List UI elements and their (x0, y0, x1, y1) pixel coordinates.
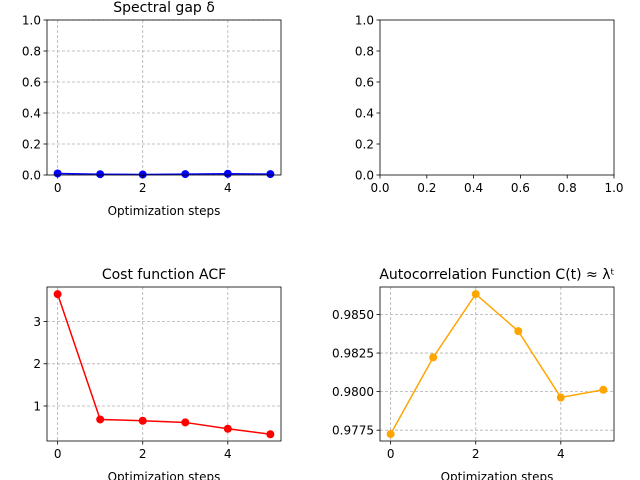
axes-frame (46, 19, 282, 176)
y-tick-label: 0.9800 (332, 385, 374, 399)
series-line (56, 293, 271, 435)
data-point (181, 170, 190, 179)
x-tick-label: 1.0 (604, 181, 623, 195)
axes-frame (379, 286, 615, 442)
x-tick-label: 0.0 (370, 181, 389, 195)
data-point (96, 170, 105, 179)
y-tick-label: 0.8 (355, 44, 374, 58)
data-point (266, 170, 275, 179)
data-point (223, 169, 232, 178)
x-tick-label: 2 (472, 447, 480, 461)
y-tick-label: 0.0 (22, 168, 41, 182)
chart-title: Cost function ACF (102, 267, 226, 283)
data-point (556, 393, 565, 402)
x-axis-label: Optimization steps (441, 470, 554, 480)
y-tick-label: 0.2 (22, 137, 41, 151)
x-tick-label: 0.8 (558, 181, 577, 195)
data-point (599, 385, 608, 394)
y-tick-label: 0.4 (355, 106, 374, 120)
chart-panel-1: 0 2 4 0.0 0.2 0.4 0.6 0.8 1.0 Optimization steps S… (22, 0, 282, 218)
x-tick-label: 2 (139, 181, 147, 195)
data-point (386, 430, 395, 439)
y-tick-label: 0.0 (355, 168, 374, 182)
y-tick-label: 3 (33, 315, 41, 329)
y-tick-label: 1 (33, 399, 41, 413)
data-point (138, 416, 147, 425)
series-line (389, 292, 604, 435)
y-tick-label: 2 (33, 357, 41, 371)
data-point (96, 415, 105, 424)
x-tick-label: 4 (224, 181, 232, 195)
data-point (223, 424, 232, 433)
data-point (514, 327, 523, 336)
chart-title: Autocorrelation Function C(t) ≈ λᵗ (379, 267, 614, 283)
x-tick-label: 0 (54, 181, 62, 195)
x-tick-label: 0.4 (464, 181, 483, 195)
data-point (266, 430, 275, 439)
y-tick-label: 0.4 (22, 106, 41, 120)
series-line (57, 172, 271, 176)
data-point (53, 290, 62, 299)
y-tick-label: 0.9825 (332, 346, 374, 360)
x-axis-label: Optimization steps (108, 204, 221, 218)
data-point (53, 169, 62, 178)
y-tick-label: 0.6 (355, 75, 374, 89)
axes-frame (379, 19, 615, 176)
data-point (181, 418, 190, 427)
y-tick-label: 0.8 (22, 44, 41, 58)
data-point (138, 170, 147, 179)
y-tick-label: 0.2 (355, 137, 374, 151)
y-tick-label: 0.9850 (332, 308, 374, 322)
x-tick-label: 2 (139, 447, 147, 461)
x-axis-label: Optimization steps (108, 470, 221, 480)
y-tick-label: 1.0 (22, 13, 41, 27)
chart-title: Spectral gap δ (113, 0, 215, 16)
y-tick-label: 1.0 (355, 13, 374, 27)
y-tick-label: 0.6 (22, 75, 41, 89)
data-point (471, 290, 480, 299)
data-point (429, 353, 438, 362)
x-tick-label: 0.2 (417, 181, 436, 195)
x-tick-label: 0 (387, 447, 395, 461)
chart-panel-4: 0 2 4 0.9775 0.9800 0.9825 0.9850 Optimization … (332, 267, 615, 480)
chart-panel-3: 0 2 4 1 2 3 Optimization steps Cost function AC… (33, 267, 282, 480)
x-tick-label: 0.6 (511, 181, 530, 195)
x-tick-label: 4 (557, 447, 565, 461)
chart-panel-2: 0.0 0.2 0.4 0.6 0.8 1.0 0.0 0.2 0.4 0.6 0.8 1.0 (355, 13, 624, 195)
x-tick-label: 4 (224, 447, 232, 461)
y-tick-label: 0.9775 (332, 423, 374, 437)
x-tick-label: 0 (54, 447, 62, 461)
